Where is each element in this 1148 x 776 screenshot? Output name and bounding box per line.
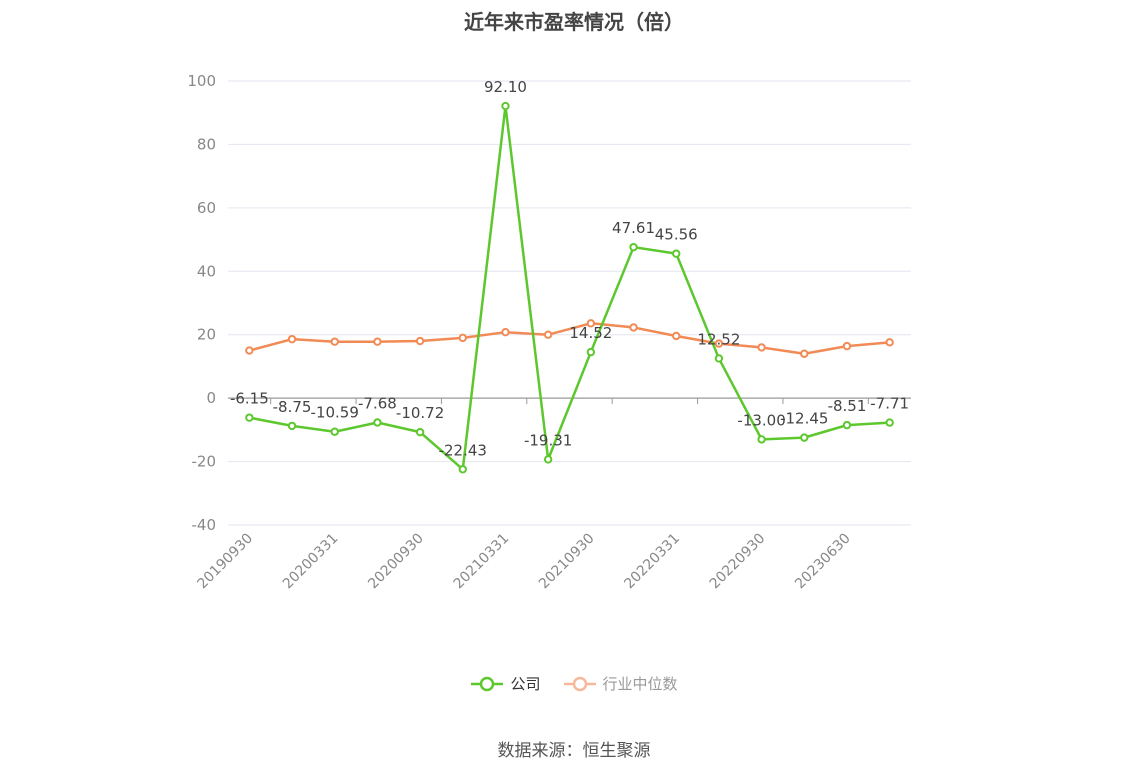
company-point [458,465,467,474]
data-label: -8.75 [273,398,312,416]
company-point [373,418,382,427]
legend-label-company: 公司 [510,675,541,693]
y-tick-label: 80 [197,135,216,153]
data-label: 92.10 [484,78,527,96]
legend-item-company[interactable]: 公司 [470,673,541,694]
y-tick-label: -20 [192,453,217,471]
industry-point [373,337,382,346]
data-label: -8.51 [828,397,867,415]
industry-point [330,337,339,346]
industry-point [885,338,894,347]
y-tick-label: 0 [206,389,216,407]
industry-point [287,334,297,344]
y-tick-label: -40 [192,516,217,534]
x-tick-label: 20200331 [280,531,342,593]
industry-point [800,349,809,358]
label-layer: -6.15 -8.75 -10.59-7.68-10.72 -22.43 92.10 -1… [230,78,909,459]
company-point [415,427,425,437]
industry-point [714,339,724,348]
x-tick-label: 20190930 [194,531,256,593]
y-tick-label: 20 [197,326,216,344]
company-point [586,347,596,357]
data-label: -19.31 [524,431,572,449]
company-point [672,249,681,258]
data-label: 12.52 [697,330,740,348]
x-tick-label: 20220331 [621,531,683,593]
data-label: -7.68 [358,394,397,412]
company-point [501,101,510,111]
company-point [543,455,553,464]
data-label: -12.45 [780,410,828,428]
data-label: -7.71 [870,395,909,413]
company-point [629,242,638,252]
grid-layer [228,80,911,526]
industry-point [501,327,510,337]
data-label: -10.59 [311,404,359,422]
data-label: 45.56 [655,226,698,244]
x-tick-label: 20200930 [365,531,427,593]
industry-series-line [249,322,890,355]
data-label: -10.72 [396,404,444,422]
source-note: 数据来源：恒生聚源 [497,741,651,761]
chart-title: 近年来市盈率情况（倍） [464,10,684,34]
company-point [330,427,339,436]
company-point [245,413,254,422]
industry-point [629,323,638,332]
y-tick-label: 40 [197,262,216,280]
legend-label-industry: 行业中位数 [602,675,678,693]
legend-company-marker-icon [471,676,504,691]
x-tick-label: 20210930 [536,531,598,593]
series-layer [245,101,894,474]
company-point [800,433,809,442]
data-label: 47.61 [612,219,655,237]
data-label: 14.52 [569,324,612,342]
industry-point [458,333,467,343]
company-series-line [249,104,890,471]
x-tick-label: 20220930 [707,531,769,593]
industry-point [415,336,425,346]
legend-industry-marker-icon [563,676,596,691]
company-point [885,418,894,427]
industry-point [245,346,254,355]
data-label: -13.00 [737,411,785,429]
industry-point [543,330,553,339]
legend: 公司 行业中位数 [0,673,1148,694]
x-tick-label: 20210331 [451,531,513,593]
y-tick-label: 100 [187,72,216,90]
legend-item-industry[interactable]: 行业中位数 [563,673,678,694]
industry-point [586,319,596,328]
industry-point [842,341,852,351]
company-point [757,435,766,444]
x-tick-label: 20230630 [792,531,854,593]
y-tick-label: 60 [197,199,216,217]
data-label: -6.15 [230,390,269,408]
industry-point [757,343,766,352]
data-label: -22.43 [439,441,487,459]
company-point [287,421,297,431]
company-point [842,420,852,430]
company-point [714,354,724,363]
industry-point [672,331,681,341]
